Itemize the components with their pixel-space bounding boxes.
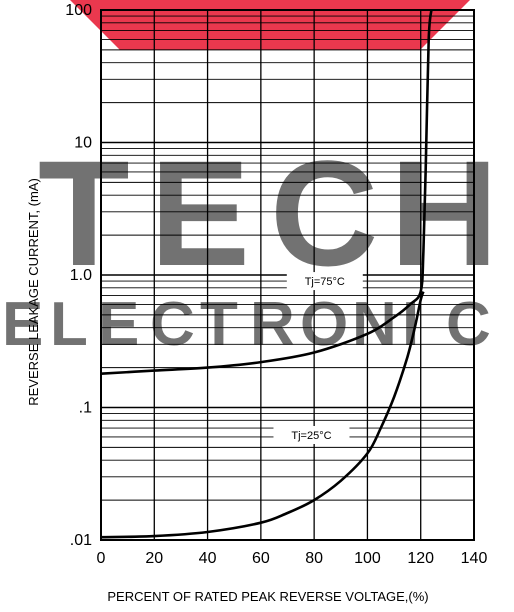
series-line-tj75 [100,9,433,375]
tick-labels: 0 20 40 60 80 100 120 140 .01 .1 1.0 10 100 [65,2,487,567]
watermark-letter: T [38,129,130,297]
watermark-letter: C [446,290,491,359]
y-tick-label: .01 [70,532,92,549]
series-line-tj25 [100,291,425,539]
annotation-tj75: Tj=75°C [305,276,345,288]
watermark: T E C HE L E C T R O N I C [2,0,498,359]
curves [100,9,433,539]
x-tick-label: 120 [407,550,434,567]
y-tick-label: 100 [65,2,92,19]
annotation-background [273,426,350,445]
watermark-letter: H [390,129,498,297]
y-axis-label: REVERSE LEAKAGE CURRENT, (mA) [26,178,41,406]
y-tick-label: .1 [79,400,92,417]
x-tick-label: 20 [145,550,163,567]
watermark-letter: E [98,290,139,359]
annotation-background [286,272,363,291]
annotations: Tj=75°C Tj=25°C [273,272,363,445]
x-tick-label: 0 [97,550,106,567]
watermark-letter: C [270,129,378,297]
watermark-red-band [70,0,470,50]
watermark-letter: L [50,290,88,359]
x-tick-label: 40 [199,550,217,567]
annotation-tj25: Tj=25°C [291,430,331,442]
x-tick-label: 100 [354,550,381,567]
watermark-letter: C [150,290,195,359]
watermark-letter: N [352,290,397,359]
watermark-letter: E [2,290,43,359]
x-tick-label: 60 [252,550,270,567]
watermark-letter: T [200,290,238,359]
watermark-letter: O [300,290,348,359]
watermark-letter: E [150,129,250,297]
x-axis-label: PERCENT OF RATED PEAK REVERSE VOLTAGE,(%… [107,589,428,604]
x-tick-label: 80 [305,550,323,567]
watermark-letter: R [250,290,295,359]
y-tick-label: 1.0 [70,267,92,284]
y-tick-label: 10 [74,135,92,152]
plot-frame [100,9,475,541]
x-tick-label: 140 [461,550,488,567]
